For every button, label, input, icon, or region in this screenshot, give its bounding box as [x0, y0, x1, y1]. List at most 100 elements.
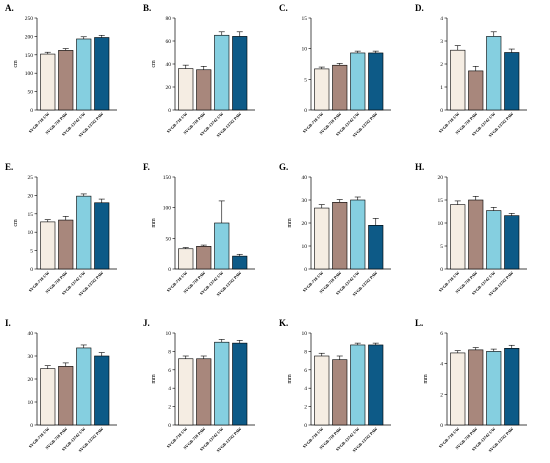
panel-a-ytick-label: 150: [25, 53, 34, 59]
panel-a-letter: A.: [5, 3, 14, 13]
panel-a-bar-3: [94, 37, 110, 111]
panel-b-ytick-label: 20: [166, 85, 172, 91]
panel-i-bar-2: [76, 347, 92, 426]
panel-k-bar-1: [332, 359, 348, 426]
panel-j-ytick-label: 10: [166, 331, 172, 337]
panel-e-bar-3: [94, 202, 110, 270]
panel-k-bar-2: [350, 344, 366, 426]
panel-g-ytick-label: 0: [304, 267, 307, 273]
panel-f-bar-3: [232, 255, 248, 270]
panel-l-ytick-label: 2: [440, 392, 443, 398]
panel-l-bar-2: [486, 351, 502, 426]
panel-b-bar-0: [178, 68, 194, 111]
panel-e-ylabel: cm: [13, 219, 19, 227]
panel-k-ytick-label: 0: [304, 423, 307, 429]
panel-e-ytick-label: 5: [30, 249, 33, 255]
panel-k-ytick-label: 4: [304, 386, 307, 392]
panel-e-ytick-label: 10: [28, 230, 34, 236]
panel-b-ytick-label: 0: [168, 108, 171, 114]
panel-f-bar-0: [178, 248, 194, 270]
panel-l-bar-1: [468, 349, 484, 426]
panel-e-letter: E.: [5, 162, 13, 172]
panel-c-ytick-label: 0: [304, 108, 307, 114]
panel-g-ytick-label: 30: [302, 198, 308, 204]
panel-h-ytick-label: 0: [440, 267, 443, 273]
panel-j-bar-1: [196, 358, 212, 426]
panel-j-bar-2: [214, 341, 230, 426]
panel-k-ytick-label: 2: [304, 405, 307, 411]
panel-d-bar-3: [504, 52, 520, 111]
panel-h-bar-0: [450, 204, 466, 270]
panel-l-ylabel: mm: [423, 374, 429, 384]
panel-j-ytick-label: 8: [168, 349, 171, 355]
panel-e-ytick-label: 25: [28, 175, 34, 181]
panel-e-ytick-label: 20: [28, 193, 34, 199]
panel-f-bar-2: [214, 222, 230, 270]
panel-b-ylabel: cm: [151, 60, 157, 68]
panel-a-bar-0: [40, 53, 56, 111]
panel-k-bar-0: [314, 355, 330, 426]
panel-c-bar-0: [314, 68, 330, 111]
panel-g-bar-0: [314, 207, 330, 270]
panel-i-ytick-label: 0: [30, 423, 33, 429]
panel-g-ytick-label: 20: [302, 221, 308, 227]
panel-b-ytick-label: 40: [166, 62, 172, 68]
panel-d-bar-1: [468, 70, 484, 111]
panel-h-ytick-label: 10: [438, 221, 444, 227]
panel-l-bar-0: [450, 352, 466, 426]
panel-d-bar-0: [450, 49, 466, 111]
panel-c-ytick-label: 10: [302, 47, 308, 53]
panel-g-letter: G.: [279, 162, 288, 172]
panel-e-bar-0: [40, 221, 56, 270]
panel-h-ytick-label: 20: [438, 175, 444, 181]
panel-k-ytick-label: 8: [304, 349, 307, 355]
panel-d-letter: D.: [415, 3, 424, 13]
panel-k-ytick-label: 6: [304, 368, 307, 374]
panel-k-ylabel: mm: [287, 374, 293, 384]
panel-d-ytick-label: 1: [440, 85, 443, 91]
panel-k-letter: K.: [279, 318, 288, 328]
panel-j-ylabel: mm: [151, 374, 157, 384]
panel-l-ytick-label: 4: [440, 362, 443, 368]
panel-a-bar-1: [58, 50, 74, 111]
panel-h-bar-1: [468, 199, 484, 270]
panel-e-bar-1: [58, 219, 74, 270]
panel-g-ylabel: mm: [287, 218, 293, 228]
panel-e-bar-2: [76, 195, 92, 270]
panel-g-bar-1: [332, 202, 348, 270]
panel-i-letter: I.: [5, 318, 11, 328]
panel-e-ytick-label: 15: [28, 212, 34, 218]
panel-i-ytick-label: 20: [28, 377, 34, 383]
panel-j-ytick-label: 6: [168, 368, 171, 374]
panel-h-ytick-label: 15: [438, 198, 444, 204]
panel-a-ylabel: cm: [13, 60, 19, 68]
panel-k-ytick-label: 10: [302, 331, 308, 337]
panel-i-bar-3: [94, 355, 110, 426]
panel-f-ytick-label: 150: [163, 175, 172, 181]
panel-b-letter: B.: [143, 3, 151, 13]
panel-b-bar-1: [196, 69, 212, 111]
panel-h-ytick-label: 5: [440, 244, 443, 250]
panel-a-ytick-label: 100: [25, 71, 34, 77]
panel-f-ytick-label: 50: [166, 236, 172, 242]
panel-l-ytick-label: 0: [440, 423, 443, 429]
panel-i-ytick-label: 10: [28, 400, 34, 406]
panel-f-ytick-label: 0: [168, 267, 171, 273]
panel-d-ytick-label: 0: [440, 108, 443, 114]
panel-f-bar-1: [196, 246, 212, 270]
panel-j-bar-0: [178, 358, 194, 426]
panel-d-ytick-label: 3: [440, 39, 443, 45]
panel-e-ytick-label: 0: [30, 267, 33, 273]
panel-c-ytick-label: 5: [304, 77, 307, 83]
panel-g-bar-3: [368, 225, 384, 270]
panel-c-bar-2: [350, 52, 366, 111]
panel-c-ytick-label: 15: [302, 16, 308, 22]
panel-a-ytick-label: 200: [25, 34, 34, 40]
panel-d-bar-2: [486, 36, 502, 111]
panel-b-ytick-label: 80: [166, 16, 172, 22]
panel-a-ytick-label: 250: [25, 16, 34, 22]
panel-c-bar-3: [368, 52, 384, 111]
panel-a-ytick-label: 50: [28, 90, 34, 96]
panel-f-ylabel: mm: [151, 218, 157, 228]
